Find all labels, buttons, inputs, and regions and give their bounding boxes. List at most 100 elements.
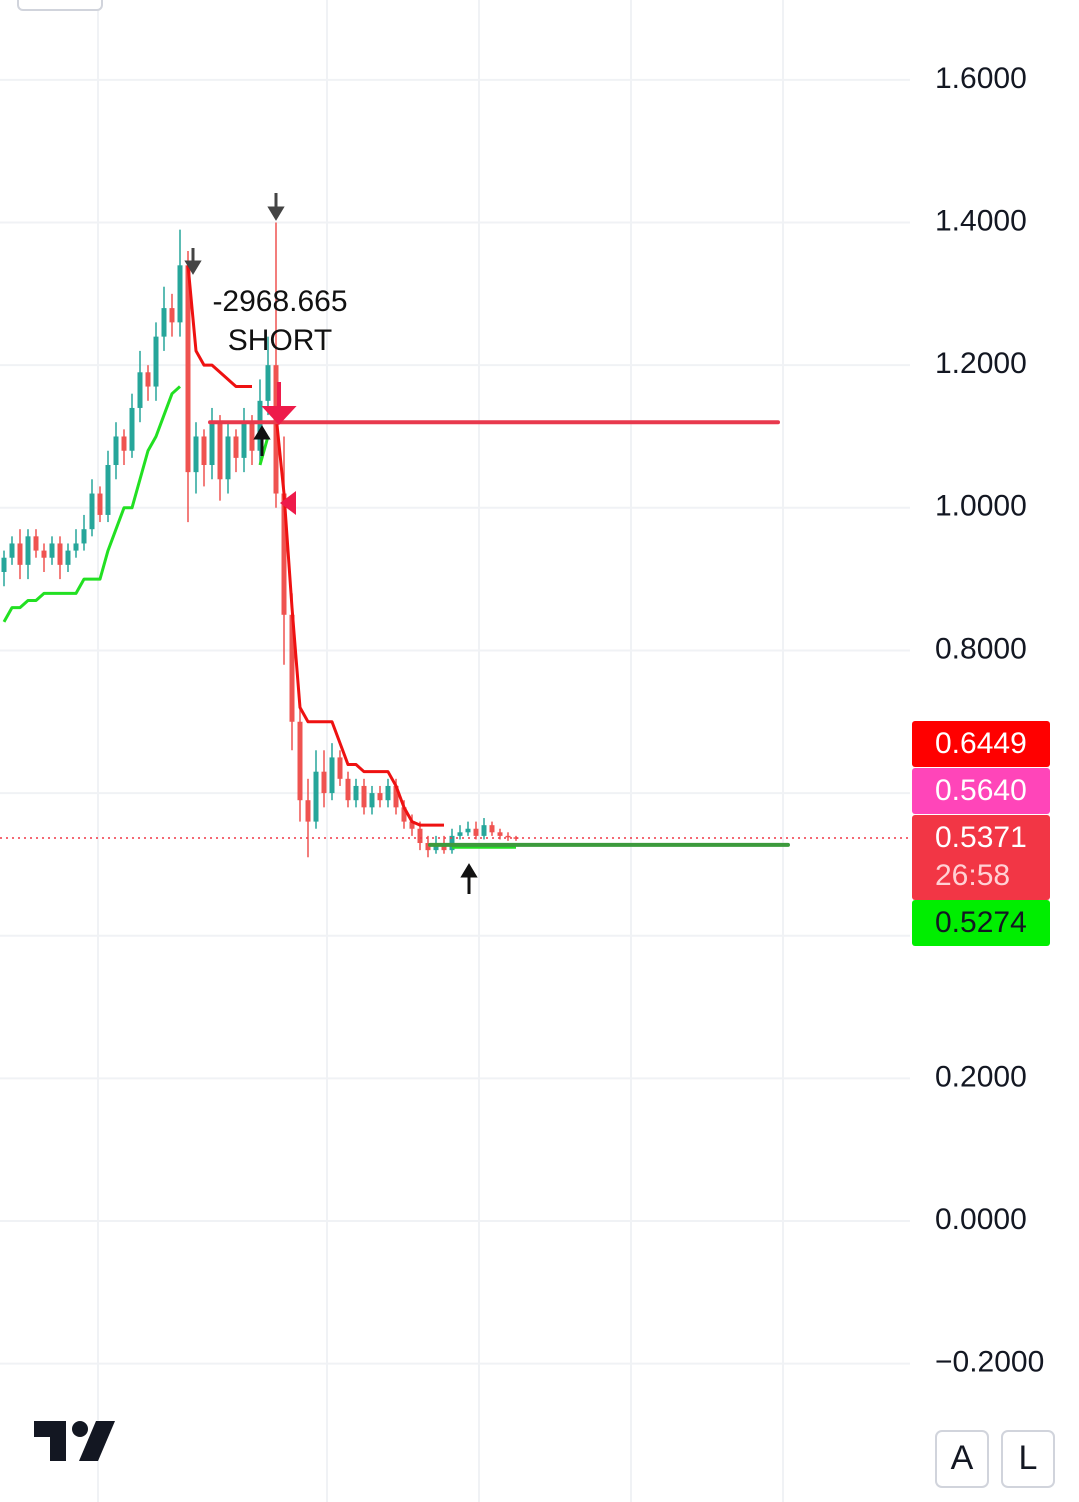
candle-body (9, 543, 15, 558)
candle-body (497, 832, 503, 836)
candle-body (265, 365, 271, 401)
candle-body (305, 800, 311, 822)
candle-body (121, 436, 127, 451)
exit-marker (280, 491, 296, 515)
candle-body (329, 757, 335, 794)
plot (0, 222, 910, 858)
candle-body (353, 785, 359, 801)
y-tick-label: 0.0000 (935, 1203, 1027, 1236)
candle-body (321, 771, 327, 794)
candle-body (33, 536, 39, 551)
candle-body (241, 422, 247, 458)
candle-body (161, 308, 167, 337)
y-tick-label: 1.2000 (935, 347, 1027, 380)
candle-body (425, 843, 431, 851)
candle-body (401, 807, 407, 822)
signals (184, 193, 478, 894)
arrow-up (253, 425, 271, 456)
y-tick-label: −0.2000 (935, 1346, 1044, 1379)
button-label: L (1019, 1439, 1038, 1477)
candle-body (249, 422, 255, 451)
candle-body (177, 265, 183, 323)
y-tick-label: 1.0000 (935, 490, 1027, 523)
candle-body (57, 543, 63, 565)
candle-body (201, 436, 207, 466)
candle-body (17, 543, 23, 565)
candle-body (41, 550, 47, 558)
candle-body (1, 557, 7, 572)
auto-scale-button[interactable] (935, 1430, 989, 1488)
candle-body (145, 372, 151, 387)
candle-body (457, 832, 463, 836)
arrow-down (184, 248, 202, 275)
y-tick-label: 0.2000 (935, 1060, 1027, 1093)
price-badge-label: 0.5640 (935, 774, 1027, 807)
candle-body (345, 778, 351, 801)
candle-body (97, 493, 103, 515)
candle-body (489, 825, 495, 833)
candle-body (313, 771, 319, 822)
candle-body (385, 785, 391, 801)
candle-body (393, 785, 399, 808)
price-badge-label: 0.6449 (935, 727, 1027, 760)
price-badge-label: 0.5371 (935, 821, 1027, 854)
button-label: A (951, 1439, 974, 1477)
candle-body (25, 536, 31, 565)
candle-body (465, 828, 471, 833)
candle-body (289, 614, 295, 722)
candle-body (257, 400, 263, 451)
candle-body (361, 785, 367, 808)
arrow-up (460, 863, 478, 894)
candle-body (129, 407, 135, 451)
annotation: -2968.665 (212, 285, 347, 318)
candle-body (209, 422, 215, 466)
y-tick-label: 1.4000 (935, 204, 1027, 237)
candle-body (105, 465, 111, 515)
candle-body (113, 436, 119, 466)
candle-body (49, 543, 55, 558)
price-badge (912, 900, 1050, 946)
candle-body (409, 821, 415, 829)
candle-body (217, 422, 223, 480)
candle-body (153, 336, 159, 387)
log-scale-button[interactable] (1001, 1430, 1055, 1488)
candle-body (65, 550, 71, 565)
candle-body (377, 793, 383, 801)
candle-body (337, 757, 343, 779)
candle-body (297, 721, 303, 801)
candle-body (473, 828, 479, 836)
y-tick-label: 1.6000 (935, 62, 1027, 95)
candle-body (481, 825, 487, 836)
candle-body (369, 793, 375, 808)
grid (0, 78, 910, 1365)
vertical-grid (97, 0, 784, 1502)
price-badge (912, 768, 1050, 814)
candle-body (193, 436, 199, 473)
price-badge-label: 0.5274 (935, 906, 1027, 939)
countdown-label: 26:58 (935, 859, 1010, 892)
axis-controls: A L (935, 1430, 1055, 1488)
candle-body (225, 436, 231, 480)
candle-body (81, 529, 87, 544)
candle-body (89, 493, 95, 530)
candle-body (137, 372, 143, 408)
arrow-down (267, 193, 285, 221)
y-tick-label: 0.8000 (935, 632, 1027, 665)
candle-body (233, 436, 239, 458)
price-badge (912, 815, 1050, 900)
candle-body (417, 828, 423, 844)
candle-body (185, 265, 191, 473)
candle-body (73, 543, 79, 551)
candle-body (281, 493, 287, 615)
supertrend-line (2, 385, 516, 849)
logo (34, 1421, 115, 1461)
price-axis: 1.60001.40001.20001.00000.80000.60000.40… (912, 62, 1050, 1379)
candle-body (169, 308, 175, 323)
annotation: SHORT (228, 324, 332, 357)
candle-body (505, 835, 511, 838)
price-badge (912, 721, 1050, 767)
sell-marker (261, 382, 297, 425)
toolbar-button[interactable] (17, 0, 103, 11)
supertrend-line (186, 265, 444, 827)
